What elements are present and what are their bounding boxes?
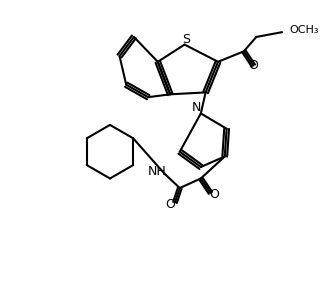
- Text: N: N: [191, 101, 201, 114]
- Text: OCH₃: OCH₃: [290, 25, 319, 35]
- Text: O: O: [165, 198, 175, 211]
- Text: O: O: [249, 59, 258, 72]
- Text: O: O: [209, 188, 219, 201]
- Text: NH: NH: [147, 165, 166, 178]
- Text: S: S: [183, 33, 191, 46]
